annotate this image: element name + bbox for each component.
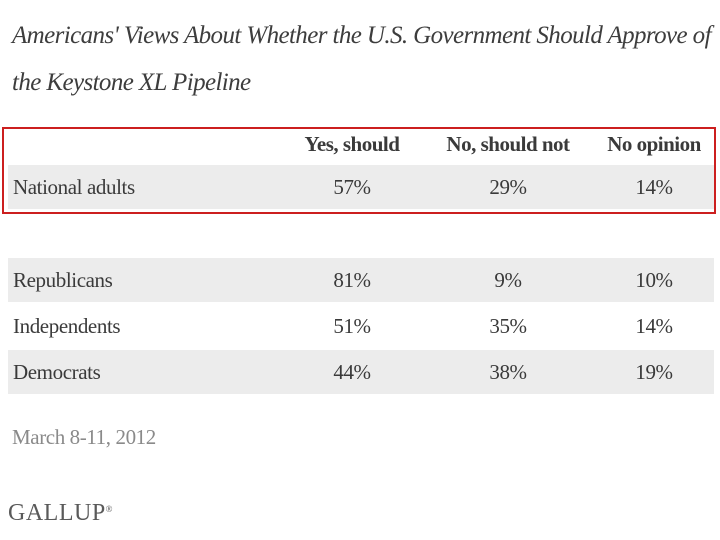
row-label: Republicans xyxy=(13,268,113,292)
cell-no-opinion: 19% xyxy=(635,360,673,384)
cell-no-opinion: 10% xyxy=(635,268,673,292)
survey-date: March 8-11, 2012 xyxy=(12,425,156,449)
row-label: Independents xyxy=(13,314,121,338)
column-header-yes: Yes, should xyxy=(304,132,400,156)
table-row-republicans: Republicans 81% 9% 10% xyxy=(8,258,714,302)
table-row-democrats: Democrats 44% 38% 19% xyxy=(8,350,714,394)
cell-no: 38% xyxy=(489,360,527,384)
gallup-logo: GALLUP® xyxy=(8,500,113,527)
chart-title: Americans' Views About Whether the U.S. … xyxy=(12,22,712,96)
brand-text: GALLUP xyxy=(8,500,106,526)
highlight-box xyxy=(2,127,716,214)
cell-no-opinion: 14% xyxy=(635,314,673,338)
trademark-mark: ® xyxy=(105,504,114,514)
table-row-independents: Independents 51% 35% 14% xyxy=(8,304,714,348)
cell-no-opinion: 14% xyxy=(635,175,673,199)
cell-no: 29% xyxy=(489,175,527,199)
cell-yes: 51% xyxy=(333,314,371,338)
cell-yes: 57% xyxy=(333,175,371,199)
cell-yes: 81% xyxy=(333,268,371,292)
cell-yes: 44% xyxy=(333,360,371,384)
cell-no: 9% xyxy=(494,268,522,292)
cell-no: 35% xyxy=(489,314,527,338)
column-header-no-opinion: No opinion xyxy=(607,132,701,156)
row-label: Democrats xyxy=(13,360,101,384)
table-row-national-adults: National adults 57% 29% 14% xyxy=(8,165,714,209)
row-label: National adults xyxy=(13,175,135,199)
column-header-no: No, should not xyxy=(446,132,570,156)
